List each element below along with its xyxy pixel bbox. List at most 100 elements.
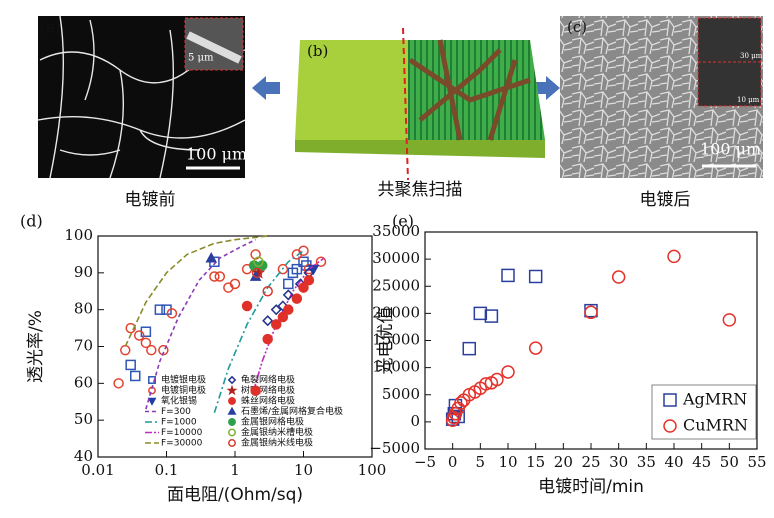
- legend-label: F=10000: [161, 428, 203, 438]
- y-tick-label: 90: [74, 263, 93, 281]
- legend-label: 金属银纳米槽电极: [241, 426, 313, 438]
- arrow: [252, 76, 280, 100]
- point: [126, 360, 135, 369]
- legend-marker: [149, 398, 155, 404]
- legend-marker: [229, 419, 235, 425]
- point: [530, 270, 542, 282]
- panel-label: (b): [307, 42, 328, 60]
- point: [502, 366, 514, 378]
- point: [147, 346, 156, 355]
- figure: (a) 5 μm 100 μm 电镀前 (b) 共聚焦扫描 30 μm 10 μ…: [0, 0, 774, 518]
- legend-marker: [229, 429, 235, 435]
- y-tick-label: 25000: [372, 276, 420, 294]
- point: [668, 250, 680, 262]
- surface-side: [295, 140, 545, 158]
- legend-label: 蛛丝网络电极: [241, 395, 295, 407]
- point: [502, 269, 514, 281]
- legend-label: CuMRN: [683, 416, 748, 435]
- point: [167, 309, 176, 318]
- legend-marker: [229, 440, 235, 446]
- point: [272, 320, 281, 329]
- legend-label: 金属银纳米线电极: [241, 437, 313, 449]
- point: [131, 371, 140, 380]
- point: [463, 343, 475, 355]
- scale-text: 30 μm: [740, 52, 763, 60]
- point: [155, 305, 164, 314]
- scale-text: 100 μm: [186, 145, 247, 164]
- point: [284, 305, 293, 314]
- point: [723, 314, 735, 326]
- point: [263, 316, 272, 325]
- y-tick-label: 5000: [382, 385, 420, 403]
- scale-text: 10 μm: [737, 96, 760, 104]
- point: [121, 346, 130, 355]
- panel-label: (d): [20, 212, 43, 231]
- x-tick-label: 20: [554, 453, 573, 471]
- caption: 电镀前: [125, 190, 176, 210]
- point: [292, 294, 301, 303]
- legend-marker: [229, 387, 236, 393]
- point: [304, 276, 313, 285]
- fit-curve: [125, 236, 267, 347]
- x-tick-label: 40: [664, 453, 683, 471]
- scale-text: 100 μm: [700, 140, 761, 159]
- x-tick-label: 0: [448, 453, 458, 471]
- legend-label: 树叶网络电极: [241, 384, 295, 396]
- point: [215, 272, 224, 281]
- legend-label: F=300: [161, 407, 191, 417]
- point: [284, 279, 293, 288]
- y-axis-title: 透光率/%: [26, 310, 46, 383]
- x-tick-label: 25: [581, 453, 600, 471]
- point: [135, 331, 144, 340]
- legend-marker: [229, 408, 235, 414]
- point: [243, 301, 252, 310]
- legend-label: 氧化银锡: [161, 395, 197, 407]
- y-tick-label: 35000: [372, 222, 420, 240]
- scale-text: 5 μm: [188, 53, 214, 64]
- legend-label: F=1000: [161, 418, 197, 428]
- caption: 共聚焦扫描: [378, 180, 463, 200]
- y-tick-label: 30000: [372, 249, 420, 267]
- x-axis-title: 面电阻/(Ohm/sq): [167, 485, 303, 505]
- y-tick-label: 80: [74, 300, 93, 318]
- y-tick-label: 50: [74, 410, 93, 428]
- x-tick-label: 10: [498, 453, 517, 471]
- y-tick-label: 100: [64, 226, 93, 244]
- surface-scan: [408, 40, 545, 140]
- x-tick-label: 45: [692, 453, 711, 471]
- y-tick-label: 40: [74, 447, 93, 465]
- x-tick-label: 50: [720, 453, 739, 471]
- panel-c: 30 μm 10 μm (c) 100 μm 电镀后: [560, 16, 763, 210]
- legend-marker: [229, 377, 235, 383]
- y-tick-label: 0: [410, 412, 420, 430]
- x-tick-label: 55: [747, 453, 766, 471]
- point: [613, 271, 625, 283]
- x-tick-label: 0.1: [155, 461, 179, 479]
- point: [530, 342, 542, 354]
- y-axis-title: 光电优值: [376, 307, 396, 375]
- legend-label: 电镀铜电极: [161, 384, 206, 396]
- panel-a: (a) 5 μm 100 μm 电镀前: [38, 16, 247, 210]
- legend-label: 电镀银电极: [161, 374, 206, 386]
- x-tick-label: 15: [526, 453, 545, 471]
- point: [474, 307, 486, 319]
- legend-marker: [229, 398, 235, 404]
- point: [485, 310, 497, 322]
- point: [251, 386, 260, 395]
- y-tick-label: 60: [74, 373, 93, 391]
- y-tick-label: 70: [74, 337, 93, 355]
- y-tick-label: −5000: [369, 439, 420, 457]
- legend-label: F=30000: [161, 439, 203, 449]
- panel-label: (a): [40, 18, 61, 36]
- x-tick-label: 100: [358, 461, 387, 479]
- point: [114, 379, 123, 388]
- caption: 电镀后: [640, 190, 691, 210]
- x-tick-label: 1: [230, 461, 240, 479]
- legend-label: 龟裂网络电极: [241, 374, 295, 386]
- legend-label: 金属银网格电极: [241, 416, 304, 428]
- x-tick-label: 10: [294, 461, 313, 479]
- panel-b: (b) 共聚焦扫描: [295, 28, 545, 200]
- x-tick-label: 5: [476, 453, 486, 471]
- point: [263, 335, 272, 344]
- panel-label: (c): [567, 18, 587, 36]
